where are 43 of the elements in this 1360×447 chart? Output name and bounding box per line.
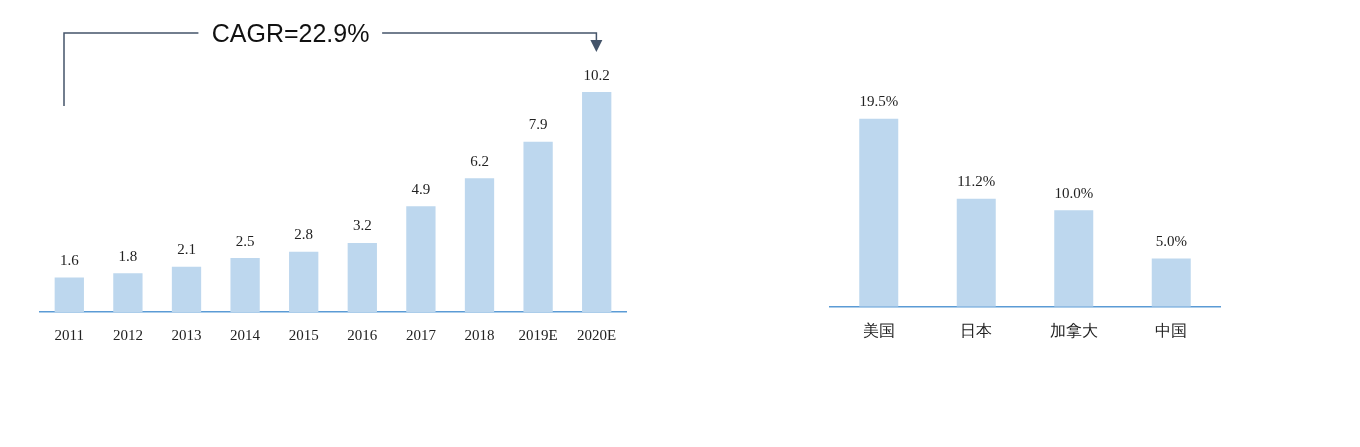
- data-label: 11.2%: [957, 173, 996, 190]
- x-tick-label: 中国: [1155, 320, 1188, 340]
- text: CAGR=22.9%: [211, 18, 370, 47]
- bar: [582, 92, 612, 312]
- x-tick-label: 2019E: [518, 326, 558, 343]
- bar: [230, 258, 260, 312]
- bar: [1054, 210, 1094, 307]
- bar: [1151, 258, 1191, 307]
- bar: [464, 178, 495, 312]
- data-label: 1.6: [59, 251, 80, 268]
- x-tick-label: 日本: [960, 320, 993, 340]
- data-label: 10.0%: [1054, 184, 1094, 201]
- x-tick-label: 2018: [464, 326, 495, 343]
- x-tick-label: 2017: [405, 326, 437, 343]
- x-tick-label: 2014: [230, 326, 261, 343]
- data-label: 4.9: [411, 180, 431, 197]
- bar: [54, 277, 84, 312]
- bar: [956, 198, 996, 307]
- x-tick-label: 2020E: [577, 326, 617, 343]
- data-label: 2.8: [294, 226, 314, 243]
- data-label: 1.8: [118, 247, 138, 264]
- bar: [289, 251, 319, 312]
- data-label: 5.0%: [1155, 232, 1187, 249]
- data-label: 6.2: [470, 152, 489, 169]
- bar: [113, 273, 143, 312]
- x-tick-label: 美国: [862, 320, 895, 340]
- data-label: 2.5: [235, 232, 255, 249]
- bar: [859, 118, 899, 307]
- x-tick-label: 2016: [347, 326, 378, 343]
- bar: [523, 141, 553, 312]
- data-label: 7.9: [528, 116, 548, 133]
- bar: [406, 206, 436, 312]
- data-label: 10.2: [583, 66, 610, 83]
- data-label: 3.2: [352, 217, 372, 234]
- x-tick-label: 2015: [288, 326, 319, 343]
- x-tick-label: 2012: [112, 326, 143, 343]
- data-label: 2.1: [177, 241, 196, 258]
- bar: [347, 243, 377, 312]
- x-tick-label: 2013: [171, 326, 202, 343]
- data-label: 19.5%: [859, 93, 899, 110]
- x-tick-label: 加拿大: [1049, 320, 1098, 340]
- x-tick-label: 2011: [54, 326, 85, 343]
- bar: [171, 266, 202, 312]
